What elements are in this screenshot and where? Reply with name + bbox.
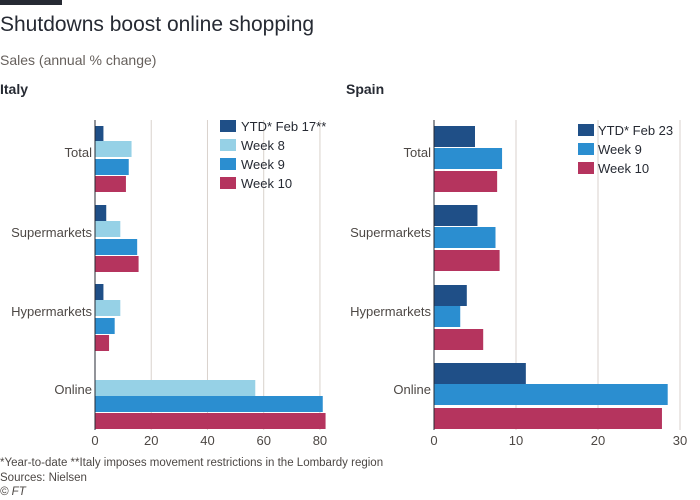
italy-bar-hypermarkets-ytd-feb-17: [95, 284, 104, 300]
spain-tick-label-0: 0: [430, 433, 437, 448]
credit: © FT: [0, 486, 26, 498]
spain-tick-label-20: 20: [591, 433, 605, 448]
italy-tick-label-80: 80: [313, 433, 327, 448]
spain-bar-online-ytd-feb-23: [434, 363, 526, 384]
italy-legend-label-week-8: Week 8: [241, 138, 285, 153]
spain-bar-supermarkets-week-10: [434, 250, 500, 271]
italy-bar-hypermarkets-week-9: [95, 318, 115, 334]
spain-category-label-total: Total: [404, 145, 432, 160]
spain-bar-hypermarkets-week-10: [434, 329, 484, 350]
italy-bar-online-week-10: [95, 413, 326, 429]
italy-tick-label-60: 60: [256, 433, 270, 448]
spain-tick-label-10: 10: [509, 433, 523, 448]
spain-bar-hypermarkets-ytd-feb-23: [434, 285, 467, 306]
footnote: *Year-to-date **Italy imposes movement r…: [0, 457, 384, 469]
spain-bar-total-ytd-feb-23: [434, 126, 475, 147]
spain-legend-label-ytd-feb-23: YTD* Feb 23: [598, 123, 673, 138]
spain-category-label-hypermarkets: Hypermarkets: [350, 304, 431, 319]
header-rule: [0, 0, 62, 5]
spain-tick-label-30: 30: [673, 433, 687, 448]
italy-bar-supermarkets-week-9: [95, 239, 138, 255]
italy-bar-hypermarkets-week-8: [95, 300, 121, 316]
italy-bar-online-week-9: [95, 396, 323, 412]
italy-legend-swatch-week-8: [220, 139, 236, 151]
spain-bar-online-week-9: [434, 384, 668, 405]
spain-legend-swatch-week-10: [578, 162, 594, 174]
italy-legend-swatch-week-10: [220, 177, 236, 189]
italy-bar-supermarkets-ytd-feb-17: [95, 205, 107, 221]
spain-legend-swatch-week-9: [578, 143, 594, 155]
italy-tick-label-20: 20: [144, 433, 158, 448]
spain-bar-hypermarkets-week-9: [434, 306, 461, 327]
italy-bar-total-week-10: [95, 176, 126, 192]
italy-legend-swatch-week-9: [220, 158, 236, 170]
italy-category-label-supermarkets: Supermarkets: [11, 225, 92, 240]
italy-tick-label-0: 0: [91, 433, 98, 448]
italy-bar-total-week-9: [95, 159, 129, 175]
spain-legend-label-week-9: Week 9: [598, 142, 642, 157]
spain-category-label-supermarkets: Supermarkets: [350, 225, 431, 240]
spain-legend-swatch-ytd-feb-23: [578, 124, 594, 136]
spain-bar-total-week-10: [434, 171, 498, 192]
italy-legend-label-week-9: Week 9: [241, 157, 285, 172]
italy-bar-online-week-8: [95, 380, 256, 396]
panel-title-italy: Italy: [0, 81, 29, 97]
italy-legend-swatch-ytd-feb-17: [220, 120, 236, 132]
italy-category-label-hypermarkets: Hypermarkets: [11, 304, 92, 319]
italy-category-label-online: Online: [54, 382, 92, 397]
spain-bar-supermarkets-week-9: [434, 227, 496, 248]
italy-bar-total-ytd-feb-17: [95, 126, 104, 142]
italy-bar-total-week-8: [95, 141, 132, 157]
italy-category-label-total: Total: [65, 145, 93, 160]
chart-title: Shutdowns boost online shopping: [0, 13, 315, 36]
spain-bar-supermarkets-ytd-feb-23: [434, 205, 478, 226]
italy-bar-hypermarkets-week-10: [95, 335, 110, 351]
italy-tick-label-40: 40: [200, 433, 214, 448]
italy-bar-supermarkets-week-8: [95, 221, 121, 237]
panel-title-spain: Spain: [346, 81, 385, 97]
spain-category-label-online: Online: [393, 382, 431, 397]
sources-note: Sources: Nielsen: [0, 472, 87, 484]
spain-legend-label-week-10: Week 10: [598, 161, 649, 176]
spain-bar-total-week-9: [434, 148, 503, 169]
italy-legend-label-ytd-feb-17: YTD* Feb 17**: [241, 119, 326, 134]
italy-legend-label-week-10: Week 10: [241, 176, 292, 191]
spain-bar-online-week-10: [434, 408, 662, 429]
chart-subtitle: Sales (annual % change): [0, 52, 157, 68]
italy-bar-supermarkets-week-10: [95, 256, 139, 272]
